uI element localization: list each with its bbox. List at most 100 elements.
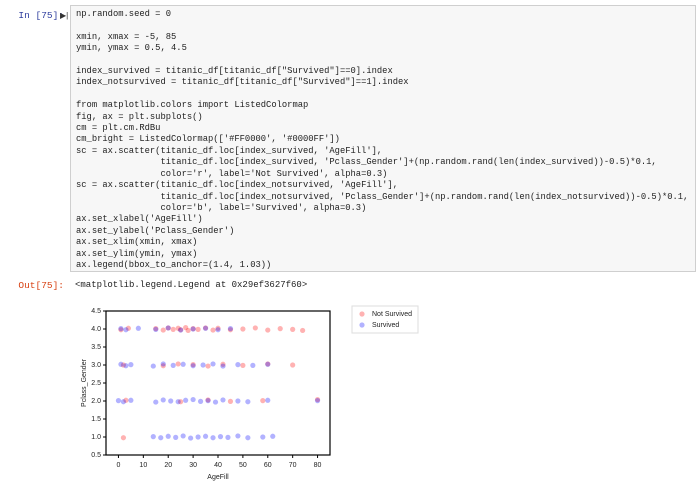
x-tick-label: 0: [116, 462, 120, 469]
legend-marker: [359, 311, 365, 317]
scatter-point: [220, 363, 226, 369]
x-tick-label: 40: [214, 462, 222, 469]
code-cell[interactable]: [70, 5, 696, 272]
scatter-point: [128, 397, 134, 403]
scatter-point: [150, 434, 156, 440]
scatter-point: [227, 326, 234, 332]
scatter-point: [175, 361, 181, 367]
scatter-point: [188, 435, 194, 441]
y-tick-label: 2.0: [91, 398, 101, 405]
y-tick-label: 4.5: [91, 308, 101, 315]
scatter-point: [314, 398, 321, 404]
scatter-point: [227, 327, 234, 333]
plot-frame: [105, 310, 331, 456]
scatter-point: [165, 433, 171, 439]
y-tick-label: 4.0: [91, 326, 101, 333]
scatter-point: [235, 362, 241, 368]
scatter-point: [260, 434, 266, 440]
scatter-point: [314, 396, 321, 403]
scatter-point: [178, 399, 184, 405]
scatter-point: [215, 327, 221, 333]
run-icon[interactable]: ▶|: [60, 11, 69, 20]
x-tick-label: 10: [139, 462, 147, 469]
scatter-point: [165, 325, 171, 331]
scatter-point: [190, 362, 196, 368]
x-tick-label: 80: [314, 462, 322, 469]
scatter-point: [173, 434, 179, 440]
y-tick-label: 3.0: [91, 362, 101, 369]
scatter-point: [220, 397, 226, 403]
scatter-point: [270, 433, 276, 439]
scatter-point: [220, 361, 226, 367]
scatter-point: [158, 435, 164, 441]
scatter-point: [265, 361, 271, 367]
scatter-point: [170, 326, 176, 332]
y-tick-label: 2.5: [91, 380, 101, 387]
scatter-point: [160, 397, 166, 403]
scatter-point: [153, 326, 159, 332]
scatter-point: [210, 327, 216, 333]
scatter-point: [153, 326, 159, 332]
legend-box: [351, 305, 419, 334]
scatter-point: [160, 361, 166, 367]
scatter-point: [170, 362, 176, 368]
y-axis-label: Pclass_Gender: [81, 358, 88, 407]
x-tick-label: 60: [264, 462, 272, 469]
scatter-point: [195, 434, 201, 440]
scatter-point: [120, 399, 127, 405]
scatter-point: [240, 326, 246, 332]
y-tick-label: 1.0: [91, 434, 101, 441]
y-tick-label: 3.5: [91, 344, 101, 351]
scatter-point: [190, 396, 196, 403]
scatter-point: [252, 325, 258, 331]
scatter-point: [202, 325, 209, 331]
scatter-point: [165, 325, 171, 331]
scatter-point: [290, 362, 296, 368]
x-tick-label: 50: [239, 462, 247, 469]
scatter-point: [250, 362, 256, 368]
scatter-point: [118, 327, 124, 333]
scatter-point: [300, 327, 306, 334]
in-prompt: In [75]:: [18, 10, 64, 21]
scatter-point: [150, 363, 156, 369]
legend-marker: [359, 322, 365, 328]
scatter-point: [153, 399, 159, 405]
scatter-point: [215, 325, 221, 331]
scatter-point: [160, 327, 166, 333]
scatter-point: [265, 327, 271, 333]
x-axis-label: AgeFill: [207, 474, 229, 481]
scatter-point: [190, 326, 196, 332]
scatter-point: [175, 325, 181, 331]
output-text: <matplotlib.legend.Legend at 0x29ef3627f…: [75, 280, 308, 290]
scatter-point: [180, 361, 186, 367]
scatter-point: [178, 327, 184, 333]
scatter-point: [118, 326, 124, 332]
x-tick-label: 20: [164, 462, 172, 469]
scatter-point: [197, 398, 204, 404]
scatter-point: [200, 362, 206, 368]
x-tick-label: 30: [189, 462, 197, 469]
scatter-point: [210, 435, 216, 441]
out-prompt: Out[75]:: [18, 280, 64, 291]
y-tick-label: 1.5: [91, 416, 101, 423]
scatter-point: [178, 327, 184, 333]
scatter-point: [210, 361, 216, 367]
scatter-point: [202, 433, 209, 439]
scatter-point: [135, 325, 141, 331]
scatter-point: [217, 434, 224, 440]
scatter-point: [128, 362, 134, 368]
scatter-point: [265, 397, 271, 403]
scatter-point: [202, 325, 209, 331]
scatter-point: [195, 326, 201, 332]
y-tick-label: 0.5: [91, 452, 101, 459]
scatter-point: [183, 324, 189, 331]
scatter-point: [180, 433, 186, 439]
scatter-point: [123, 327, 129, 333]
scatter-point: [120, 362, 127, 368]
scatter-point: [225, 434, 231, 440]
scatter-point: [125, 325, 131, 331]
x-tick-label: 70: [289, 462, 297, 469]
scatter-point: [118, 361, 124, 367]
scatter-point: [175, 399, 181, 405]
